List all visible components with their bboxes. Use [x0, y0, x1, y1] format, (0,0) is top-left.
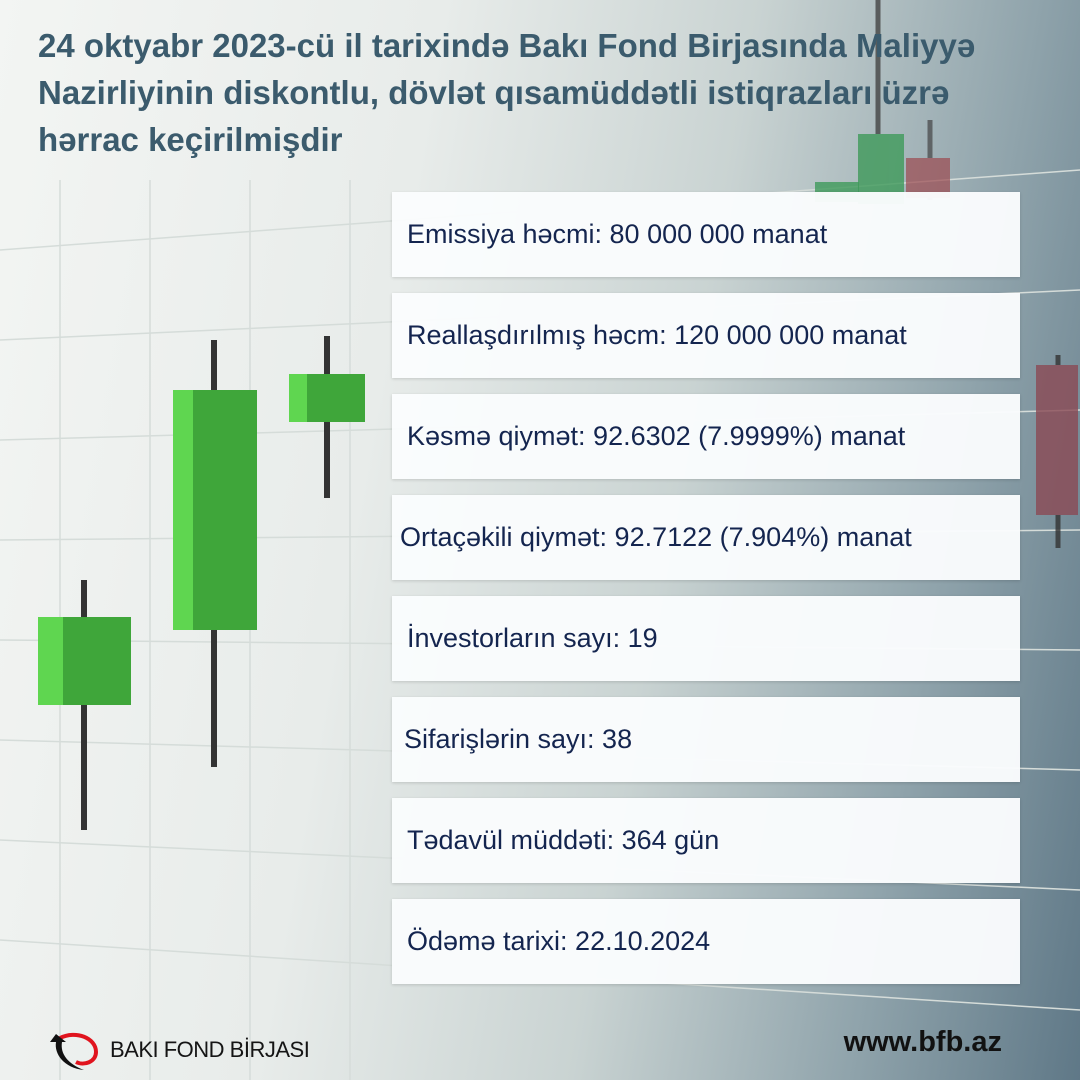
- info-cutoff-price: Kəsmə qiymət: 92.6302 (7.9999%) manat: [392, 394, 1020, 479]
- candle-2: [173, 340, 257, 767]
- bfb-logo-icon: [50, 1032, 99, 1070]
- info-text: Tədavül müddəti: 364 gün: [407, 825, 720, 855]
- info-weighted-price: Ortaçəkili qiymət: 92.7122 (7.904%) mana…: [392, 495, 1020, 580]
- info-text: Reallaşdırılmış həcm: 120 000 000 manat: [407, 320, 907, 350]
- website-link[interactable]: www.bfb.az: [843, 1026, 1002, 1058]
- info-realized-volume: Reallaşdırılmış həcm: 120 000 000 manat: [392, 293, 1020, 378]
- info-maturity-date: Ödəmə tarixi: 22.10.2024: [392, 899, 1020, 984]
- info-text: Sifarişlərin sayı: 38: [404, 724, 633, 754]
- candle-3: [289, 336, 365, 498]
- candle-5: [906, 120, 950, 200]
- info-circulation-period: Tədavül müddəti: 364 gün: [392, 798, 1020, 883]
- info-text: Ortaçəkili qiymət: 92.7122 (7.904%) mana…: [400, 522, 912, 552]
- info-orders-count: Sifarişlərin sayı: 38: [392, 697, 1020, 782]
- info-investors-count: İnvestorların sayı: 19: [392, 596, 1020, 681]
- logo-text: BAKI FOND BİRJASI: [110, 1037, 310, 1062]
- info-text: Emissiya həcmi: 80 000 000 manat: [407, 219, 828, 249]
- bfb-logo: BAKI FOND BİRJASI: [46, 1028, 310, 1072]
- page-title: 24 oktyabr 2023-cü il tarixində Bakı Fon…: [38, 27, 976, 158]
- candle-1: [38, 580, 131, 830]
- info-text: Ödəmə tarixi: 22.10.2024: [407, 926, 711, 956]
- info-text: İnvestorların sayı: 19: [407, 623, 658, 653]
- info-emission-volume: Emissiya həcmi: 80 000 000 manat: [392, 192, 1020, 277]
- info-text: Kəsmə qiymət: 92.6302 (7.9999%) manat: [407, 421, 906, 451]
- candle-6: [1036, 355, 1078, 548]
